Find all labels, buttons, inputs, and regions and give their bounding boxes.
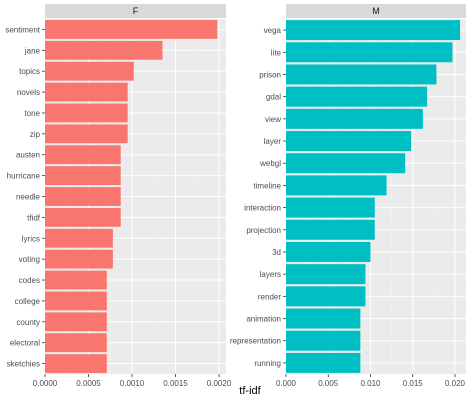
y-tick-label: sketchies: [7, 360, 40, 369]
y-tick-label: animation: [246, 315, 281, 324]
y-tick-label: tone: [24, 109, 40, 118]
x-tick-label: 0.0005: [76, 379, 101, 388]
bar-voting: [45, 249, 113, 269]
y-tick-label: needle: [16, 193, 41, 202]
bar-webgl: [286, 153, 406, 174]
y-tick-label: tfidf: [27, 213, 41, 222]
bar-topics: [45, 61, 134, 81]
bar-college: [45, 291, 107, 311]
y-tick-label: interaction: [244, 204, 281, 213]
bar-austen: [45, 145, 121, 165]
x-axis-title: tf-idf: [239, 385, 261, 397]
bar-render: [286, 286, 366, 307]
x-tick-label: 0.000: [276, 379, 297, 388]
x-tick-label: 0.0000: [33, 379, 58, 388]
x-tick-label: 0.010: [360, 379, 381, 388]
bar-running: [286, 352, 361, 373]
bar-sketchies: [45, 354, 107, 373]
x-tick-label: 0.0020: [207, 379, 232, 388]
y-tick-label: college: [15, 297, 41, 306]
y-tick-label: lyrics: [22, 234, 40, 243]
y-tick-label: codes: [19, 276, 40, 285]
bar-tone: [45, 103, 128, 123]
y-tick-label: jane: [24, 46, 41, 55]
bar-animation: [286, 308, 361, 329]
bar-tfidf: [45, 207, 121, 227]
y-tick-label: sentiment: [5, 25, 40, 34]
y-tick-label: lite: [271, 48, 282, 57]
bar-interaction: [286, 197, 375, 218]
bar-zip: [45, 124, 128, 144]
y-tick-label: layer: [264, 137, 282, 146]
y-tick-label: timeline: [253, 181, 281, 190]
y-tick-label: 3d: [272, 248, 281, 257]
x-tick-label: 0.020: [445, 379, 466, 388]
y-tick-label: austen: [16, 151, 40, 160]
y-tick-label: county: [16, 318, 40, 327]
bar-prison: [286, 64, 437, 85]
y-tick-label: prison: [259, 70, 281, 79]
y-tick-label: vega: [264, 26, 282, 35]
bar-sentiment: [45, 20, 218, 39]
bar-layers: [286, 264, 366, 285]
bar-needle: [45, 187, 121, 206]
y-tick-label: projection: [246, 226, 281, 235]
facet-strip: [45, 4, 226, 18]
facet-strip-label: M: [372, 6, 380, 16]
bar-gdal: [286, 86, 428, 107]
bar-vega: [286, 20, 461, 41]
bar-codes: [45, 270, 107, 290]
y-tick-label: view: [265, 115, 281, 124]
bar-layer: [286, 131, 412, 152]
x-tick-label: 0.0010: [120, 379, 145, 388]
bar-lite: [286, 42, 453, 63]
panel-f: F 0.0000 0.0005 0.0010 0.0015 0.0020 sentiment…: [5, 4, 232, 388]
bar-projection: [286, 219, 375, 240]
bar-lyrics: [45, 228, 113, 248]
bar-representation: [286, 330, 361, 351]
y-tick-label: electoral: [10, 339, 40, 348]
bar-view: [286, 108, 423, 129]
x-tick-label: 0.005: [318, 379, 339, 388]
x-tick-label: 0.015: [403, 379, 424, 388]
bar-electoral: [45, 333, 107, 353]
bar-3d: [286, 241, 371, 262]
facet-strip: [286, 4, 466, 18]
y-tick-label: zip: [30, 130, 41, 139]
facet-strip-label: F: [133, 6, 139, 16]
y-tick-label: render: [258, 292, 281, 301]
y-tick-label: layers: [260, 270, 281, 279]
y-tick-label: running: [254, 359, 281, 368]
bar-jane: [45, 40, 163, 60]
y-tick-label: gdal: [266, 93, 281, 102]
bar-novels: [45, 82, 128, 102]
bar-county: [45, 312, 107, 332]
x-tick-label: 0.0015: [163, 379, 188, 388]
panel-m: M 0.000 0.005 0.010 0.015 0.020 vega lite prison…: [230, 4, 466, 388]
bar-hurricane: [45, 166, 121, 186]
y-tick-label: voting: [19, 255, 40, 264]
y-tick-label: topics: [19, 67, 40, 76]
y-tick-label: webgl: [259, 159, 281, 168]
bar-timeline: [286, 175, 387, 196]
y-tick-label: hurricane: [7, 172, 41, 181]
y-tick-label: representation: [230, 337, 281, 346]
y-tick-label: novels: [17, 88, 40, 97]
